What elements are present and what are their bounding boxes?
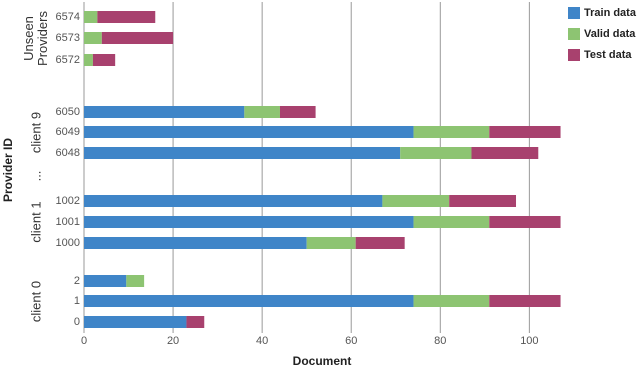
- legend-swatch: [568, 49, 580, 61]
- bar-segment: [84, 106, 245, 118]
- y-tick-label: 6049: [56, 126, 80, 138]
- bar-segment: [84, 275, 127, 287]
- y-tick-label: 1002: [56, 195, 80, 207]
- bar-segment: [84, 32, 102, 44]
- bar-segment: [84, 54, 93, 66]
- bar-segment: [413, 295, 490, 307]
- y-tick-label: 6050: [56, 106, 80, 118]
- group-label: client 9: [28, 112, 43, 153]
- bar-segment: [489, 295, 561, 307]
- legend-label: Valid data: [584, 28, 636, 40]
- x-axis-label: Document: [293, 354, 352, 368]
- bar-segment: [413, 216, 490, 228]
- y-tick-label: 6573: [56, 32, 80, 44]
- legend-swatch: [568, 7, 580, 19]
- bar-segment: [92, 54, 116, 66]
- bar-segment: [84, 195, 383, 207]
- y-tick-label: 1001: [56, 216, 80, 228]
- bar-segment: [489, 126, 561, 138]
- bar-segment: [489, 216, 561, 228]
- bar-segment: [400, 147, 472, 159]
- bar-segment: [84, 216, 414, 228]
- group-label: client 1: [28, 201, 43, 242]
- y-tick-label: 6048: [56, 147, 80, 159]
- x-tick-label: 80: [434, 335, 446, 347]
- bar-segment: [84, 11, 98, 23]
- y-tick-label: 1: [74, 295, 80, 307]
- bar-segment: [382, 195, 450, 207]
- x-tick-label: 0: [81, 335, 87, 347]
- y-tick-label: 6572: [56, 54, 80, 66]
- group-label: UnseenProviders: [21, 11, 50, 66]
- bar-segment: [279, 106, 316, 118]
- bar-segment: [355, 237, 405, 249]
- bar-segment: [101, 32, 174, 44]
- legend-swatch: [568, 28, 580, 40]
- group-label: client 0: [28, 281, 43, 322]
- y-axis-label: Provider ID: [1, 138, 15, 202]
- bar-segment: [97, 11, 156, 23]
- bar-segment: [413, 126, 490, 138]
- x-tick-label: 60: [345, 335, 357, 347]
- bar-segment: [84, 237, 307, 249]
- bar-segment: [84, 295, 414, 307]
- y-tick-label: 1000: [56, 237, 80, 249]
- bar-segment: [244, 106, 280, 118]
- bar-segment: [306, 237, 356, 249]
- x-tick-label: 20: [167, 335, 179, 347]
- y-tick-label: 0: [74, 316, 80, 328]
- bar-segment: [186, 316, 205, 328]
- group-label: ...: [28, 171, 43, 182]
- bar-segment: [449, 195, 517, 207]
- bar-segment: [84, 316, 187, 328]
- x-tick-label: 40: [256, 335, 268, 347]
- legend-label: Test data: [584, 49, 632, 61]
- bar-segment: [471, 147, 539, 159]
- bar-segment: [84, 126, 414, 138]
- y-tick-label: 6574: [56, 11, 80, 23]
- x-tick-label: 100: [520, 335, 538, 347]
- bar-segment: [126, 275, 145, 287]
- y-tick-label: 2: [74, 275, 80, 287]
- bar-segment: [84, 147, 401, 159]
- legend-label: Train data: [584, 7, 637, 19]
